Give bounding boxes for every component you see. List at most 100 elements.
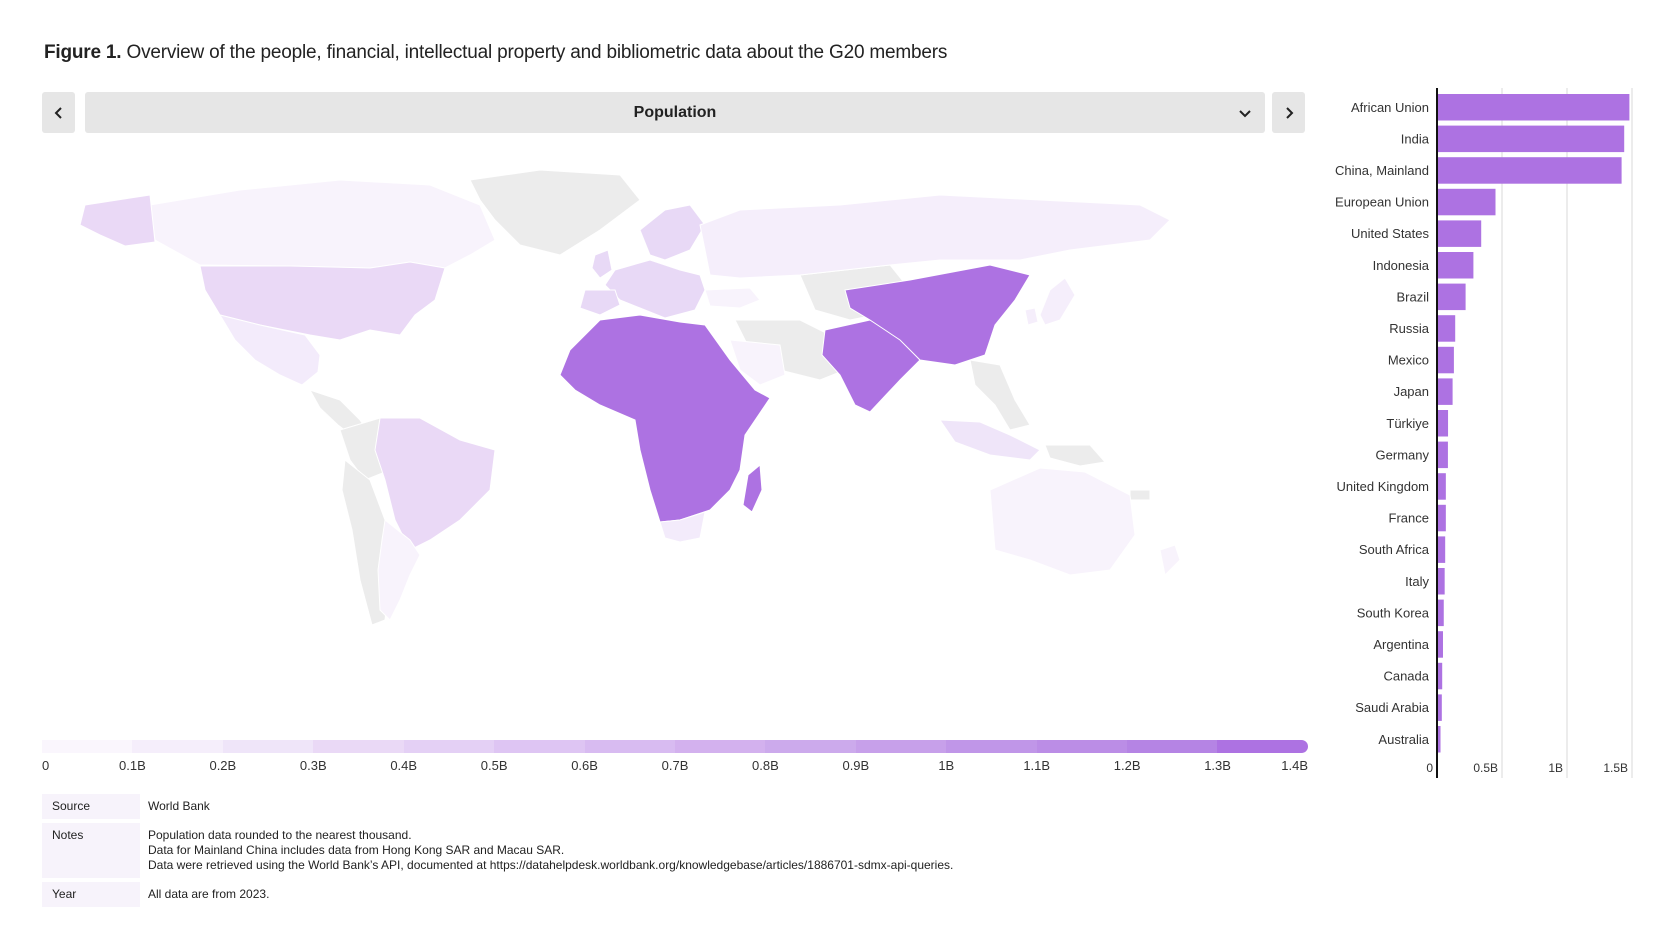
category-label: Germany <box>1376 447 1430 462</box>
bar[interactable] <box>1437 726 1441 753</box>
source-value: World Bank <box>148 799 210 813</box>
category-label: South Africa <box>1359 542 1430 557</box>
new-zealand[interactable] <box>1159 544 1181 577</box>
bar[interactable] <box>1437 378 1453 405</box>
united-kingdom[interactable] <box>591 249 613 279</box>
china-mainland[interactable] <box>844 264 1031 366</box>
bar[interactable] <box>1437 662 1443 690</box>
indonesia[interactable] <box>939 419 1041 461</box>
japan[interactable] <box>1039 277 1076 326</box>
bar[interactable] <box>1437 568 1445 595</box>
legend-swatch <box>132 740 223 753</box>
next-button[interactable] <box>1272 92 1305 133</box>
x-tick-label: 1.5B <box>1603 761 1628 775</box>
figure-caption: Overview of the people, financial, intel… <box>126 42 948 63</box>
brazil[interactable] <box>374 417 496 551</box>
bar[interactable] <box>1437 252 1474 279</box>
legend-swatch <box>313 740 404 753</box>
figure-label: Figure 1. <box>44 42 122 63</box>
bar[interactable] <box>1437 473 1446 500</box>
year-value: All data are from 2023. <box>148 887 270 901</box>
legend-swatch <box>1036 740 1128 753</box>
category-label: Canada <box>1383 669 1429 684</box>
bar[interactable] <box>1437 536 1446 563</box>
category-label: India <box>1401 131 1430 146</box>
figure-metadata: Source World Bank Notes Population data … <box>42 794 961 907</box>
legend-tick-label: 0.8B <box>752 758 779 773</box>
previous-button[interactable] <box>42 92 75 133</box>
spain-portugal[interactable] <box>579 289 621 316</box>
madagascar[interactable] <box>742 463 763 513</box>
bar[interactable] <box>1437 346 1454 374</box>
european-union[interactable] <box>604 259 706 319</box>
category-label: Mexico <box>1388 353 1429 368</box>
notes-row: Notes Population data rounded to the nea… <box>42 823 961 878</box>
bar[interactable] <box>1437 599 1444 627</box>
legend-swatch <box>42 740 133 753</box>
bar[interactable] <box>1437 410 1449 437</box>
bar[interactable] <box>1437 631 1443 658</box>
legend-tick-label: 0.3B <box>299 758 327 773</box>
bar[interactable] <box>1437 188 1496 216</box>
pacific-islands[interactable] <box>1129 489 1151 501</box>
category-label: Russia <box>1389 321 1430 336</box>
turkiye[interactable] <box>704 287 761 309</box>
category-label: Indonesia <box>1373 258 1430 273</box>
legend-tick-label: 1.4B <box>1281 758 1308 773</box>
papua-new-guinea[interactable] <box>1044 444 1106 467</box>
notes-values: Population data rounded to the nearest t… <box>140 823 961 878</box>
bar[interactable] <box>1437 315 1456 342</box>
bar[interactable] <box>1437 694 1442 721</box>
legend-tick-label: 1.3B <box>1204 758 1231 773</box>
category-label: Japan <box>1394 384 1429 399</box>
legend-swatch <box>584 740 675 753</box>
alaska[interactable] <box>79 194 156 247</box>
category-label: South Korea <box>1357 605 1430 620</box>
mexico[interactable] <box>218 314 321 386</box>
russia[interactable] <box>699 194 1171 279</box>
bar[interactable] <box>1437 504 1446 532</box>
legend-swatch <box>1217 740 1308 753</box>
bar[interactable] <box>1437 283 1466 311</box>
southeast-asia[interactable] <box>969 359 1031 431</box>
category-label: United Kingdom <box>1337 479 1430 494</box>
saudi-arabia[interactable] <box>729 339 786 386</box>
andean-south-america[interactable] <box>341 459 391 626</box>
legend-tick-label: 1.1B <box>1023 758 1051 773</box>
bar[interactable] <box>1437 94 1630 121</box>
note-line: Population data rounded to the nearest t… <box>148 828 412 842</box>
argentina[interactable] <box>377 519 421 621</box>
x-tick-label: 0.5B <box>1473 761 1498 775</box>
bar[interactable] <box>1437 441 1448 469</box>
category-label: Türkiye <box>1386 416 1429 431</box>
world-map <box>79 169 1181 626</box>
measure-select-value: Population <box>633 103 717 121</box>
year-label: Year <box>42 882 140 907</box>
australia[interactable] <box>989 467 1136 576</box>
notes-label: Notes <box>42 823 140 878</box>
chevron-right-icon <box>1285 106 1293 119</box>
bar[interactable] <box>1437 220 1482 247</box>
bar[interactable] <box>1437 157 1622 184</box>
category-label: France <box>1389 511 1429 526</box>
south-africa[interactable] <box>659 511 706 543</box>
legend-swatch <box>1127 740 1218 753</box>
legend-swatch <box>765 740 856 753</box>
south-korea[interactable] <box>1024 307 1039 326</box>
chevron-left-icon <box>54 106 62 119</box>
bar[interactable] <box>1437 125 1625 153</box>
legend-swatch <box>403 740 495 753</box>
legend-swatch <box>946 740 1037 753</box>
note-line: Data were retrieved using the World Bank… <box>148 858 954 872</box>
african-union[interactable] <box>559 314 771 523</box>
measure-select[interactable]: Population <box>85 92 1265 133</box>
category-label: African Union <box>1351 100 1429 115</box>
category-label: United States <box>1351 226 1430 241</box>
note-line: Data for Mainland China includes data fr… <box>148 843 565 857</box>
legend-tick-label: 1B <box>938 758 955 773</box>
greenland[interactable] <box>469 169 641 256</box>
scandinavia[interactable] <box>639 204 706 261</box>
canada[interactable] <box>149 179 496 269</box>
color-scale-legend <box>42 740 1308 753</box>
legend-tick-label: 0.9B <box>842 758 870 773</box>
